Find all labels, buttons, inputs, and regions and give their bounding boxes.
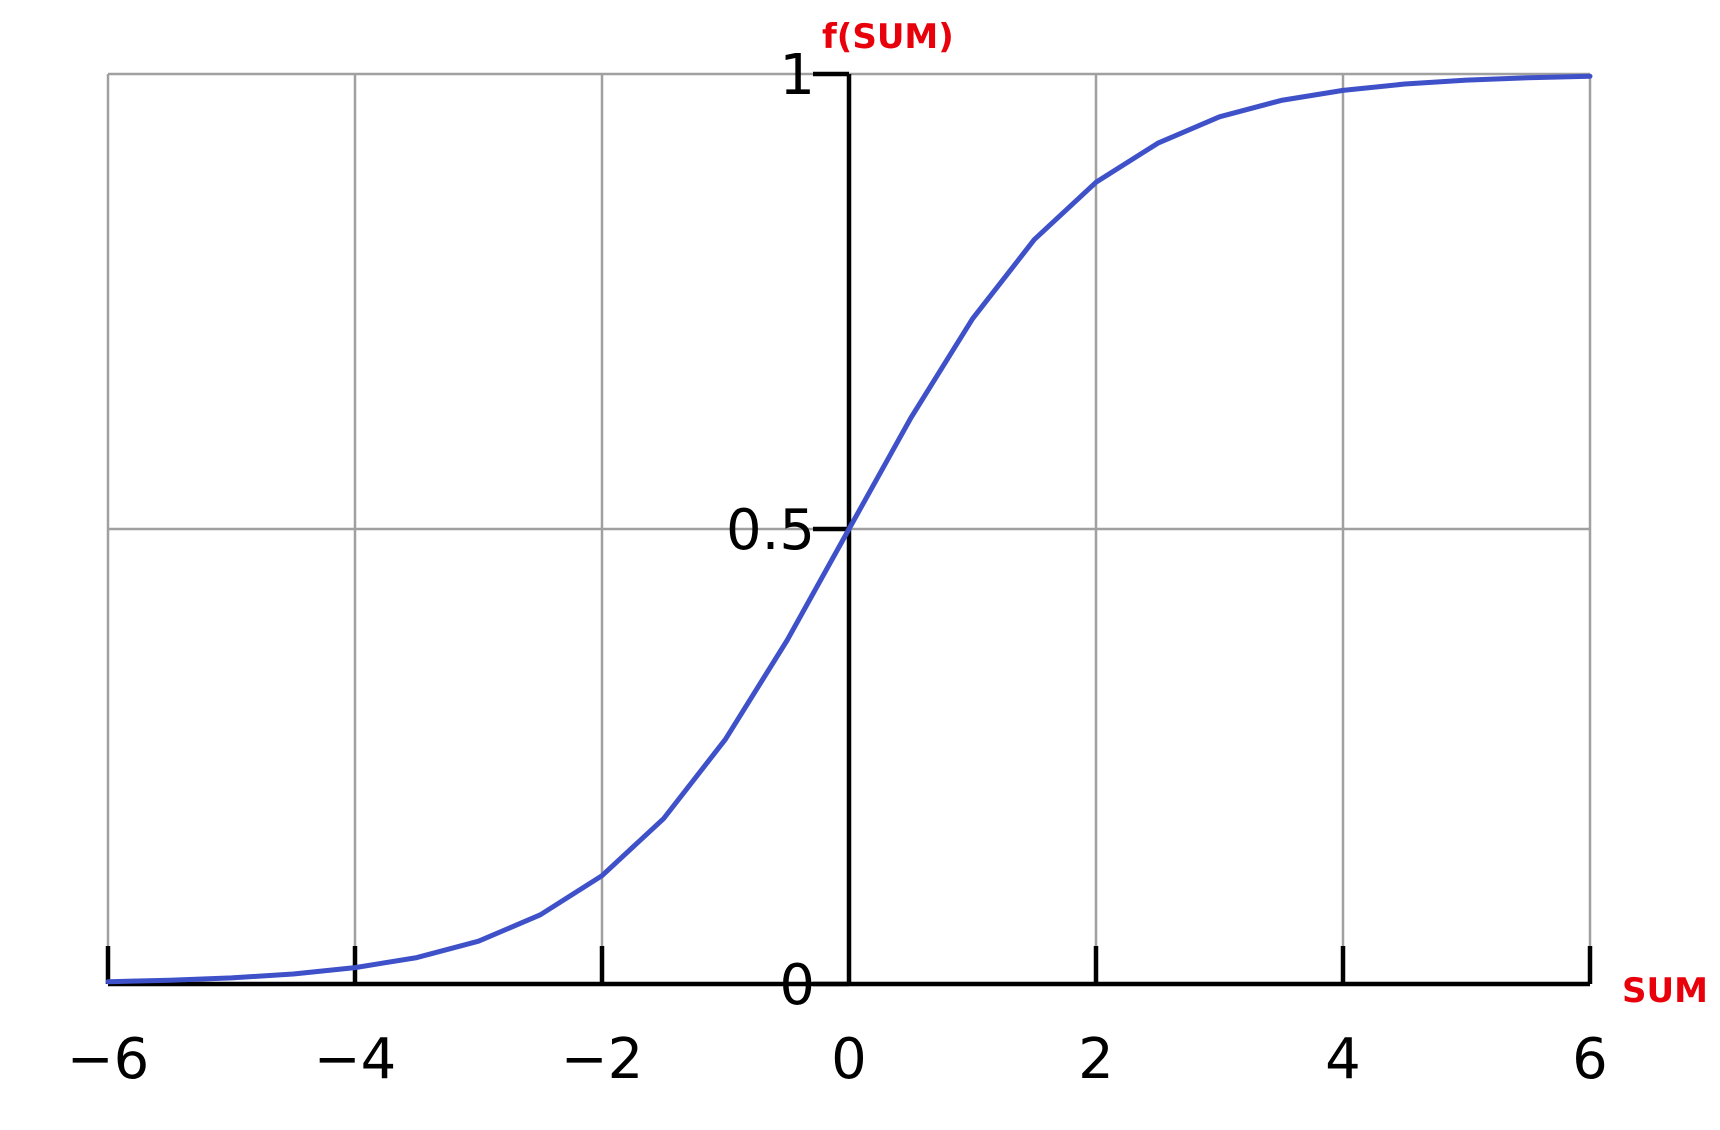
y-tick-label-1: 0.5: [726, 498, 815, 563]
x-tick-label-4: 2: [1078, 1027, 1114, 1092]
x-tick-label-0: −6: [67, 1027, 150, 1092]
series-line-0: [105, 73, 1593, 985]
x-tick-label-1: −4: [314, 1027, 397, 1092]
y-tick-label-0: 0: [779, 953, 815, 1018]
x-tick-label-2: −2: [561, 1027, 644, 1092]
x-tick-label-5: 4: [1325, 1027, 1361, 1092]
axes: [105, 71, 1593, 987]
y-tick-label-2: 1: [779, 43, 815, 108]
x-axis-title: SUM: [1622, 971, 1708, 1011]
y-axis-title: f(SUM): [822, 17, 954, 57]
tick-labels: −6 −4 −2 0 2 4 6 0 0.5 1: [67, 43, 1608, 1092]
x-tick-label-3: 0: [831, 1027, 867, 1092]
series: [105, 73, 1593, 985]
x-tick-label-6: 6: [1572, 1027, 1608, 1092]
